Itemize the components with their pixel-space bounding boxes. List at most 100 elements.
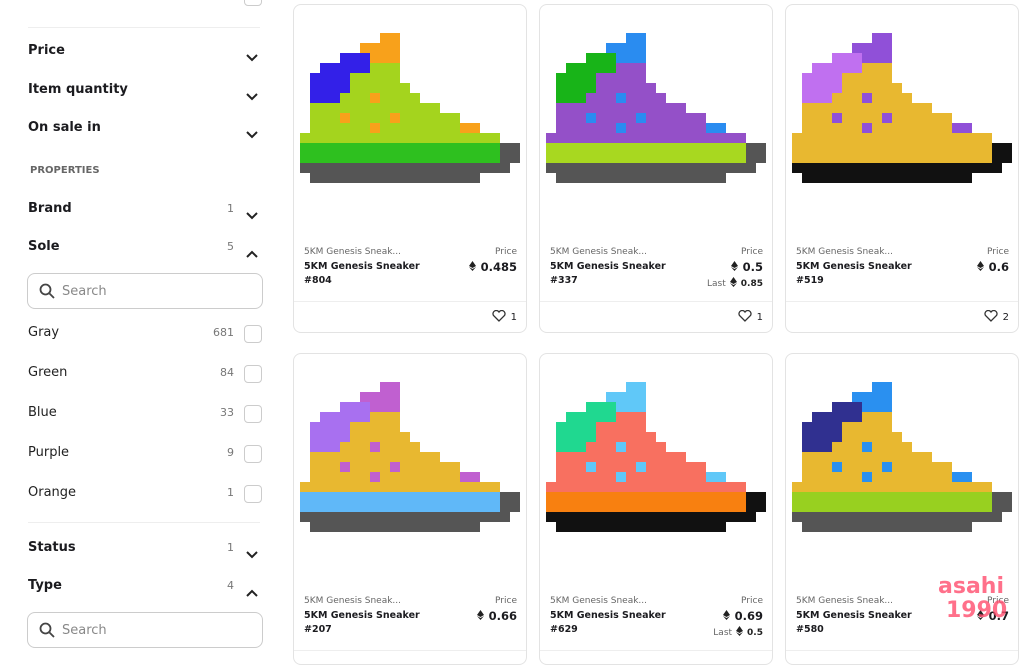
nft-card[interactable]: 5KM Genesis Sneak... 5KM Genesis Sneaker #…	[293, 353, 527, 665]
nft-card[interactable]: 5KM Genesis Sneak... 5KM Genesis Sneaker #…	[785, 4, 1019, 333]
filter-heading[interactable]: Item quantity	[28, 81, 128, 97]
price-label: Price	[495, 247, 517, 257]
option-label[interactable]: Gray	[28, 325, 60, 340]
eth-icon	[736, 626, 744, 639]
price-value: 0.6	[988, 260, 1009, 274]
price-label: Price	[741, 596, 763, 606]
price-value: 0.66	[488, 609, 517, 623]
filter-heading[interactable]: Sole	[28, 239, 60, 254]
option-count: 84	[220, 366, 234, 379]
option-label[interactable]: Purple	[28, 445, 70, 460]
filter-heading[interactable]: Type	[28, 578, 62, 593]
like-count: 1	[756, 312, 763, 323]
like-button[interactable]: 1	[737, 309, 763, 325]
search-box[interactable]: Search	[27, 273, 263, 309]
search-placeholder: Search	[62, 623, 107, 638]
eth-icon	[729, 277, 737, 290]
eth-icon	[976, 609, 984, 623]
watermark: asahi	[938, 574, 1004, 599]
checkbox[interactable]	[244, 365, 262, 383]
filter-count: 1	[227, 541, 234, 554]
chevron	[246, 124, 258, 143]
eth-icon	[722, 609, 730, 623]
filter-heading[interactable]: Brand	[28, 201, 72, 216]
eth-icon	[476, 609, 484, 623]
section-label: PROPERTIES	[30, 165, 100, 176]
watermark: 1990	[946, 598, 1008, 623]
card-divider	[294, 650, 526, 651]
filter-heading[interactable]: On sale in	[28, 120, 101, 135]
like-count: 2	[1002, 312, 1009, 323]
divider	[28, 27, 260, 28]
like-button[interactable]: 1	[491, 309, 517, 325]
collection-name: 5KM Genesis Sneak...	[304, 596, 402, 606]
item-id: #804	[304, 275, 332, 286]
option-count: 33	[220, 406, 234, 419]
card-divider	[294, 301, 526, 302]
sneaker-image	[792, 382, 1012, 536]
card-divider	[786, 650, 1018, 651]
search-box[interactable]: Search	[27, 612, 263, 648]
item-id: #207	[304, 624, 332, 635]
sneaker-image	[792, 33, 1012, 187]
filter-label[interactable]: On auction	[28, 0, 107, 3]
option-label[interactable]: Green	[28, 365, 68, 380]
heart-icon	[983, 309, 998, 325]
card-divider	[540, 650, 772, 651]
price: 0.5	[730, 260, 763, 274]
eth-icon	[730, 260, 738, 274]
eth-icon	[468, 260, 476, 274]
like-count: 1	[510, 312, 517, 323]
price-label: Price	[987, 596, 1009, 606]
item-name: 5KM Genesis Sneaker	[796, 610, 912, 621]
price: 0.69	[722, 609, 763, 623]
checkbox[interactable]	[244, 325, 262, 343]
sneaker-image	[546, 382, 766, 536]
chevron	[246, 205, 258, 224]
filter-count: 4	[227, 579, 234, 592]
checkbox[interactable]	[244, 0, 262, 6]
chevron	[246, 582, 258, 601]
option-label[interactable]: Orange	[28, 485, 77, 500]
divider	[28, 522, 260, 523]
card-divider	[540, 301, 772, 302]
option-label[interactable]: Blue	[28, 405, 57, 420]
price: 0.485	[468, 260, 517, 274]
option-count: 1	[227, 486, 234, 499]
nft-card[interactable]: 5KM Genesis Sneak... 5KM Genesis Sneaker #…	[785, 353, 1019, 665]
filter-count: 1	[227, 202, 234, 215]
nft-card[interactable]: 5KM Genesis Sneak... 5KM Genesis Sneaker #…	[539, 4, 773, 333]
nft-card[interactable]: 5KM Genesis Sneak... 5KM Genesis Sneaker #…	[539, 353, 773, 665]
last-value: 0.85	[740, 278, 763, 289]
price-value: 0.485	[480, 260, 517, 274]
price: 0.7	[976, 609, 1009, 623]
collection-name: 5KM Genesis Sneak...	[304, 247, 402, 257]
item-name: 5KM Genesis Sneaker	[304, 261, 420, 272]
chevron	[246, 47, 258, 66]
checkbox[interactable]	[244, 445, 262, 463]
item-name: 5KM Genesis Sneaker	[550, 261, 666, 272]
nft-card[interactable]: 5KM Genesis Sneak... 5KM Genesis Sneaker #…	[293, 4, 527, 333]
collection-name: 5KM Genesis Sneak...	[796, 596, 894, 606]
last-label: Last	[707, 278, 726, 289]
item-id: #519	[796, 275, 824, 286]
price-label: Price	[741, 247, 763, 257]
chevron	[246, 544, 258, 563]
filter-heading[interactable]: Status	[28, 540, 76, 555]
checkbox[interactable]	[244, 485, 262, 503]
search-icon	[39, 622, 55, 642]
sneaker-image	[300, 382, 520, 536]
price-value: 0.5	[742, 260, 763, 274]
last-price: Last 0.85	[707, 277, 763, 290]
price: 0.66	[476, 609, 517, 623]
price: 0.6	[976, 260, 1009, 274]
search-icon	[39, 283, 55, 303]
like-button[interactable]: 2	[983, 309, 1009, 325]
chevron	[246, 243, 258, 262]
checkbox[interactable]	[244, 405, 262, 423]
option-count: 681	[213, 326, 234, 339]
filter-heading[interactable]: Price	[28, 43, 65, 58]
search-placeholder: Search	[62, 284, 107, 299]
item-name: 5KM Genesis Sneaker	[304, 610, 420, 621]
